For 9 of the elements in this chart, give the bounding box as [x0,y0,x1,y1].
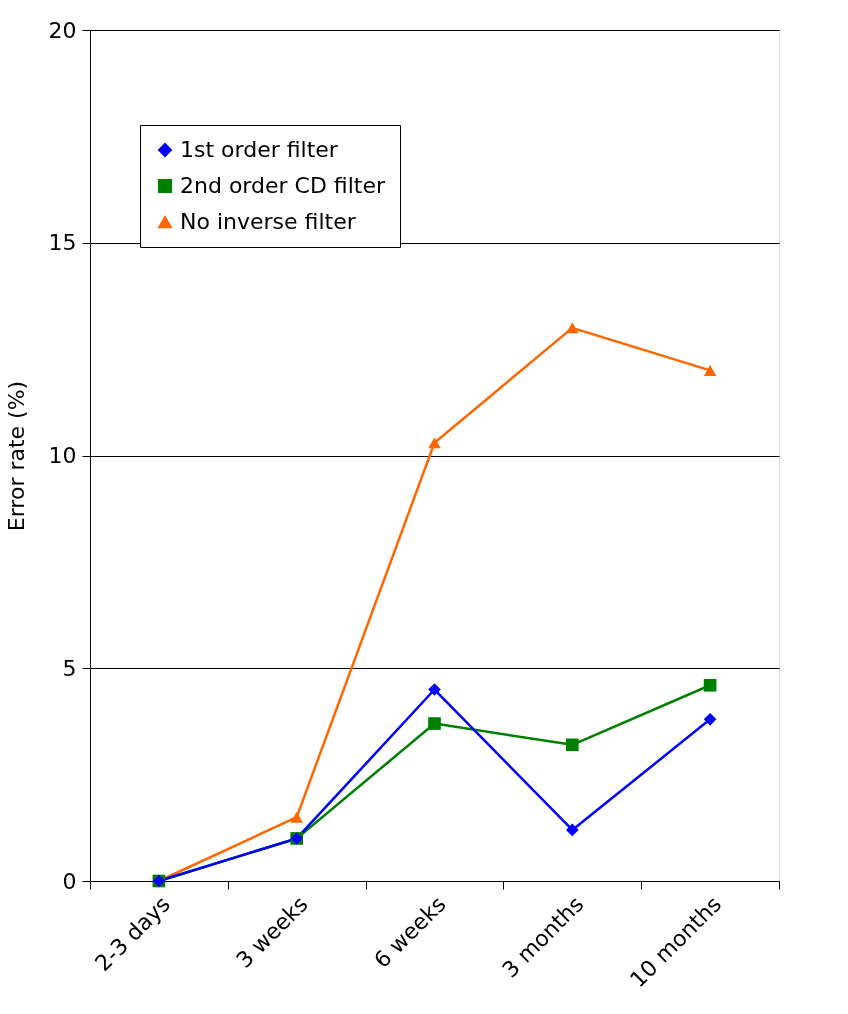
y-tick-label: 0 [62,868,77,894]
y-tick-label: 5 [62,655,77,681]
y-tick-label: 15 [48,230,77,256]
y-tick-label: 10 [48,443,77,468]
legend-label: No inverse filter [180,209,357,234]
y-tick-label: 20 [48,17,77,43]
legend-label: 2nd order CD filter [180,173,386,198]
y-axis-title: Error rate (%) [3,380,29,532]
legend-label: 1st order filter [180,137,339,162]
